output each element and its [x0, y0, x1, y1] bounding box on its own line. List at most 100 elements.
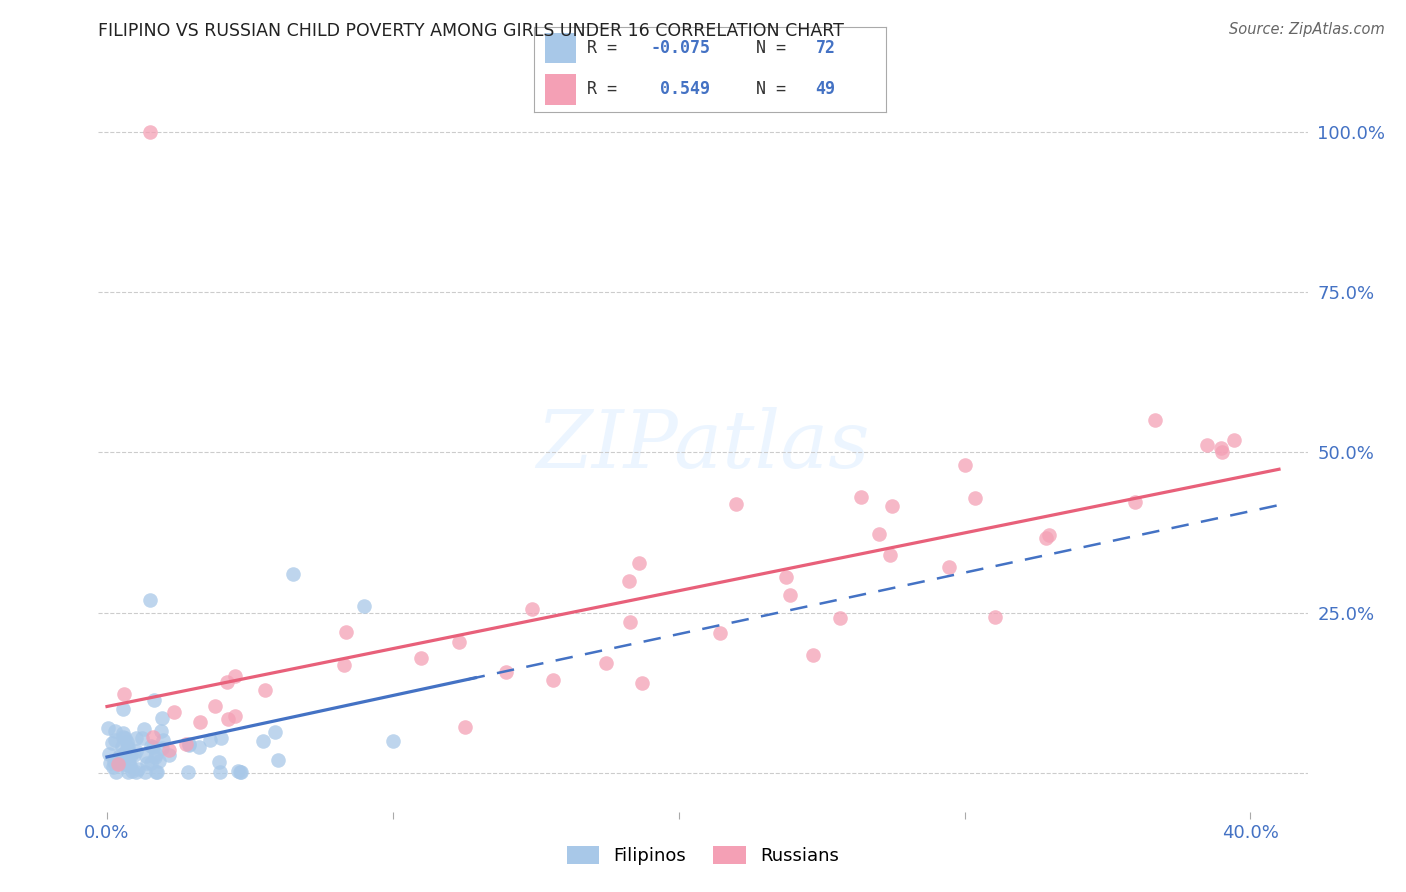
Point [117, 764, 139, 779]
Point [111, 740, 134, 755]
Legend: Filipinos, Russians: Filipinos, Russians [560, 838, 846, 872]
Point [938, 560, 960, 574]
Point [134, 764, 156, 779]
Point [177, 764, 200, 779]
Point [97, 721, 120, 735]
Point [1144, 413, 1167, 427]
Point [143, 750, 166, 764]
Point [150, 724, 173, 739]
Point [619, 574, 641, 588]
Point [520, 601, 543, 615]
Point [152, 732, 174, 747]
Point [869, 526, 891, 541]
Point [266, 753, 288, 767]
Point [150, 711, 173, 725]
Point [104, 724, 127, 739]
Point [145, 764, 167, 779]
Point [779, 588, 801, 602]
Point [117, 758, 139, 772]
Text: N =: N = [756, 80, 796, 98]
Point [163, 705, 186, 719]
Point [495, 665, 517, 679]
Text: R =: R = [588, 80, 637, 98]
Point [879, 548, 901, 562]
Point [775, 570, 797, 584]
Point [136, 756, 159, 770]
Point [150, 740, 173, 755]
Bar [544, 74, 576, 104]
Point [117, 758, 139, 772]
Point [215, 674, 238, 689]
Point [115, 741, 138, 756]
Point [125, 731, 148, 746]
Point [157, 743, 180, 757]
Point [139, 739, 162, 754]
Point [104, 764, 127, 779]
Point [882, 499, 904, 513]
Point [198, 732, 221, 747]
Point [218, 712, 240, 726]
Text: 0.549: 0.549 [650, 80, 710, 98]
Point [1223, 433, 1246, 447]
Point [1035, 531, 1057, 545]
Point [709, 625, 731, 640]
Point [179, 738, 201, 752]
Point [98, 756, 121, 770]
Point [984, 610, 1007, 624]
Point [114, 731, 136, 745]
Point [253, 683, 276, 698]
Point [103, 755, 125, 769]
Point [145, 747, 167, 762]
Point [111, 730, 134, 744]
Text: -0.075: -0.075 [650, 39, 710, 57]
Point [630, 676, 652, 690]
Point [139, 593, 162, 607]
Point [112, 687, 135, 701]
Point [139, 756, 162, 770]
Point [124, 764, 146, 779]
Point [381, 734, 404, 748]
Text: FILIPINO VS RUSSIAN CHILD POVERTY AMONG GIRLS UNDER 16 CORRELATION CHART: FILIPINO VS RUSSIAN CHILD POVERTY AMONG … [98, 22, 844, 40]
Point [619, 615, 641, 629]
Point [190, 715, 212, 730]
Point [830, 611, 852, 625]
Point [1211, 445, 1233, 459]
Point [120, 747, 142, 762]
Point [125, 744, 148, 758]
Point [1197, 437, 1219, 451]
Point [187, 739, 209, 754]
Point [118, 747, 141, 762]
Point [122, 748, 145, 763]
Point [111, 747, 134, 762]
Point [115, 734, 138, 748]
Point [105, 752, 128, 766]
Point [174, 737, 197, 751]
Point [252, 734, 274, 748]
Point [851, 490, 873, 504]
Point [148, 755, 170, 769]
Point [107, 756, 129, 770]
Text: R =: R = [588, 39, 627, 57]
Point [353, 599, 375, 614]
Point [281, 567, 304, 582]
Point [628, 556, 651, 570]
Point [143, 693, 166, 707]
Bar [544, 33, 576, 63]
Point [204, 699, 226, 714]
Point [332, 657, 354, 672]
Text: Source: ZipAtlas.com: Source: ZipAtlas.com [1229, 22, 1385, 37]
Point [209, 731, 232, 746]
Point [1038, 528, 1060, 542]
Point [264, 725, 287, 739]
Point [724, 497, 747, 511]
Point [98, 747, 121, 761]
Point [409, 651, 432, 665]
Point [179, 737, 201, 751]
Point [107, 751, 129, 765]
Point [229, 764, 252, 779]
Point [229, 764, 252, 779]
Text: 72: 72 [815, 39, 835, 57]
Point [335, 625, 357, 640]
Point [142, 730, 165, 744]
Point [101, 735, 124, 749]
